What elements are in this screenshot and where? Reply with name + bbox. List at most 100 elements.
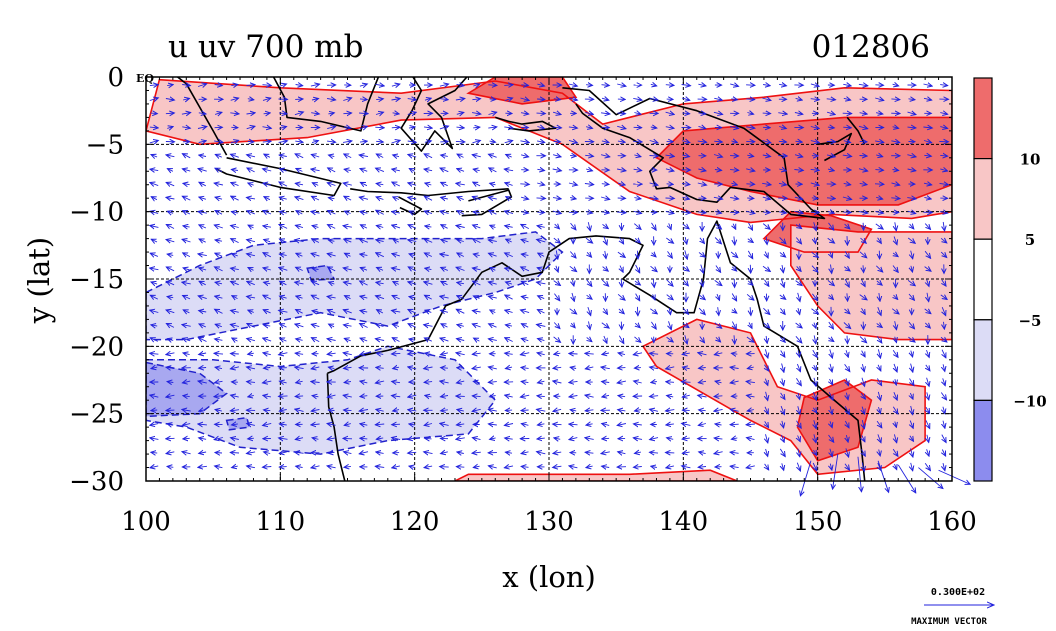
wind-vector-248 (923, 141, 932, 143)
wind-vector-977 (585, 353, 594, 354)
wind-vector-872 (505, 325, 513, 326)
wind-vector-106 (246, 113, 256, 114)
wind-vector-531 (651, 222, 657, 230)
wind-vector-724 (537, 282, 546, 284)
wind-vector-689 (782, 265, 783, 273)
wind-vector-418 (441, 197, 448, 199)
wind-vector-775 (554, 293, 559, 301)
wind-vector-958 (279, 353, 288, 355)
wind-vector-189 (779, 127, 786, 129)
wind-vector-301 (167, 169, 174, 172)
wind-vector-972 (505, 353, 513, 354)
wind-vector-513 (360, 225, 368, 228)
wind-vector-298 (924, 155, 931, 156)
wind-vector-800 (150, 310, 159, 312)
wind-vector-839 (780, 308, 785, 314)
wind-vector-144 (859, 113, 868, 114)
wind-vector-483 (681, 212, 691, 213)
colorbar-tick-label: −5 (1018, 312, 1041, 330)
wind-vector-791 (812, 293, 817, 301)
wind-vector-285 (713, 155, 723, 158)
wind-vector-659 (296, 267, 303, 270)
wind-vector-64 (376, 99, 383, 100)
wind-vector-98 (923, 98, 932, 100)
wind-vector-548 (924, 223, 930, 230)
wind-vector-1046 (894, 363, 897, 372)
wind-vector-899 (944, 321, 945, 329)
wind-vector-729 (621, 279, 622, 287)
wind-vector-415 (393, 197, 400, 200)
y-tick-label: −30 (69, 467, 124, 497)
wind-vector-366 (408, 183, 417, 186)
wind-vector-8 (279, 84, 287, 86)
wind-vector-288 (762, 155, 771, 157)
wind-vector-1007 (264, 368, 271, 369)
wind-vector-570 (473, 239, 481, 243)
wind-vector-538 (762, 223, 770, 230)
wind-vector-463 (360, 212, 368, 214)
wind-vector-453 (198, 212, 207, 214)
wind-vector-207 (262, 141, 271, 142)
y-tick-label: −25 (69, 400, 124, 430)
wind-vector-524 (537, 226, 545, 228)
wind-vector-683 (682, 267, 689, 272)
easterly-contour-1 (146, 345, 497, 455)
wind-vector-104 (214, 112, 222, 114)
wind-vector-252 (182, 154, 191, 158)
wind-vector-777 (586, 295, 592, 299)
wind-vector-100 (150, 113, 158, 114)
wind-vector-482 (665, 211, 674, 213)
wind-vector-859 (295, 324, 304, 327)
wind-vector-867 (424, 325, 433, 327)
wind-vector-255 (231, 154, 239, 157)
wind-vector-310 (311, 169, 320, 171)
wind-vector-1009 (295, 367, 304, 369)
wind-vector-1047 (911, 363, 913, 373)
wind-vector-625 (556, 250, 558, 259)
wind-vector-44 (858, 84, 868, 86)
wind-vector-414 (376, 197, 384, 200)
wind-vector-314 (376, 168, 385, 171)
wind-vector-257 (264, 154, 271, 157)
wind-vector-422 (506, 197, 512, 200)
wind-vector-428 (600, 197, 610, 199)
wind-vector-848 (924, 309, 931, 314)
coastline-0 (327, 220, 866, 481)
x-tick-label: 150 (793, 507, 843, 537)
wind-vector-488 (763, 212, 770, 213)
wind-vector-651 (166, 267, 175, 271)
wind-vector-863 (360, 324, 368, 328)
wind-vector-1368 (440, 467, 449, 468)
wind-vector-377 (584, 184, 594, 185)
wind-vector-789 (779, 295, 786, 299)
wind-vector-218 (440, 141, 448, 142)
wind-vector-997 (911, 350, 913, 357)
wind-vector-552 (182, 239, 191, 242)
x-tick-label: 130 (524, 507, 574, 537)
wind-vector-1031 (650, 367, 659, 369)
wind-vector-138 (762, 113, 771, 114)
wind-vector-740 (795, 280, 803, 286)
wind-vector-888 (763, 322, 770, 328)
wind-vector-240 (795, 141, 803, 142)
wind-vector-893 (843, 322, 851, 329)
wind-vector-1057 (263, 381, 272, 383)
wind-vector-861 (329, 324, 335, 327)
easterly-fill-2 (146, 362, 227, 417)
wind-vector-993 (846, 350, 848, 357)
wind-vector-322 (504, 169, 514, 171)
wind-vector-834 (698, 307, 705, 315)
wind-vector-915 (392, 338, 400, 342)
wind-vector-271 (489, 154, 497, 157)
wind-vector-621 (489, 253, 497, 256)
wind-vector-196 (892, 127, 899, 129)
wind-vector-281 (649, 156, 659, 157)
wind-vector-125 (552, 112, 561, 114)
wind-vector-609 (296, 253, 303, 256)
wind-vector-692 (831, 264, 832, 274)
wind-vector-704 (215, 282, 223, 284)
wind-vector-905 (232, 338, 238, 341)
wind-vector-275 (552, 155, 561, 157)
wind-vector-730 (634, 281, 640, 285)
